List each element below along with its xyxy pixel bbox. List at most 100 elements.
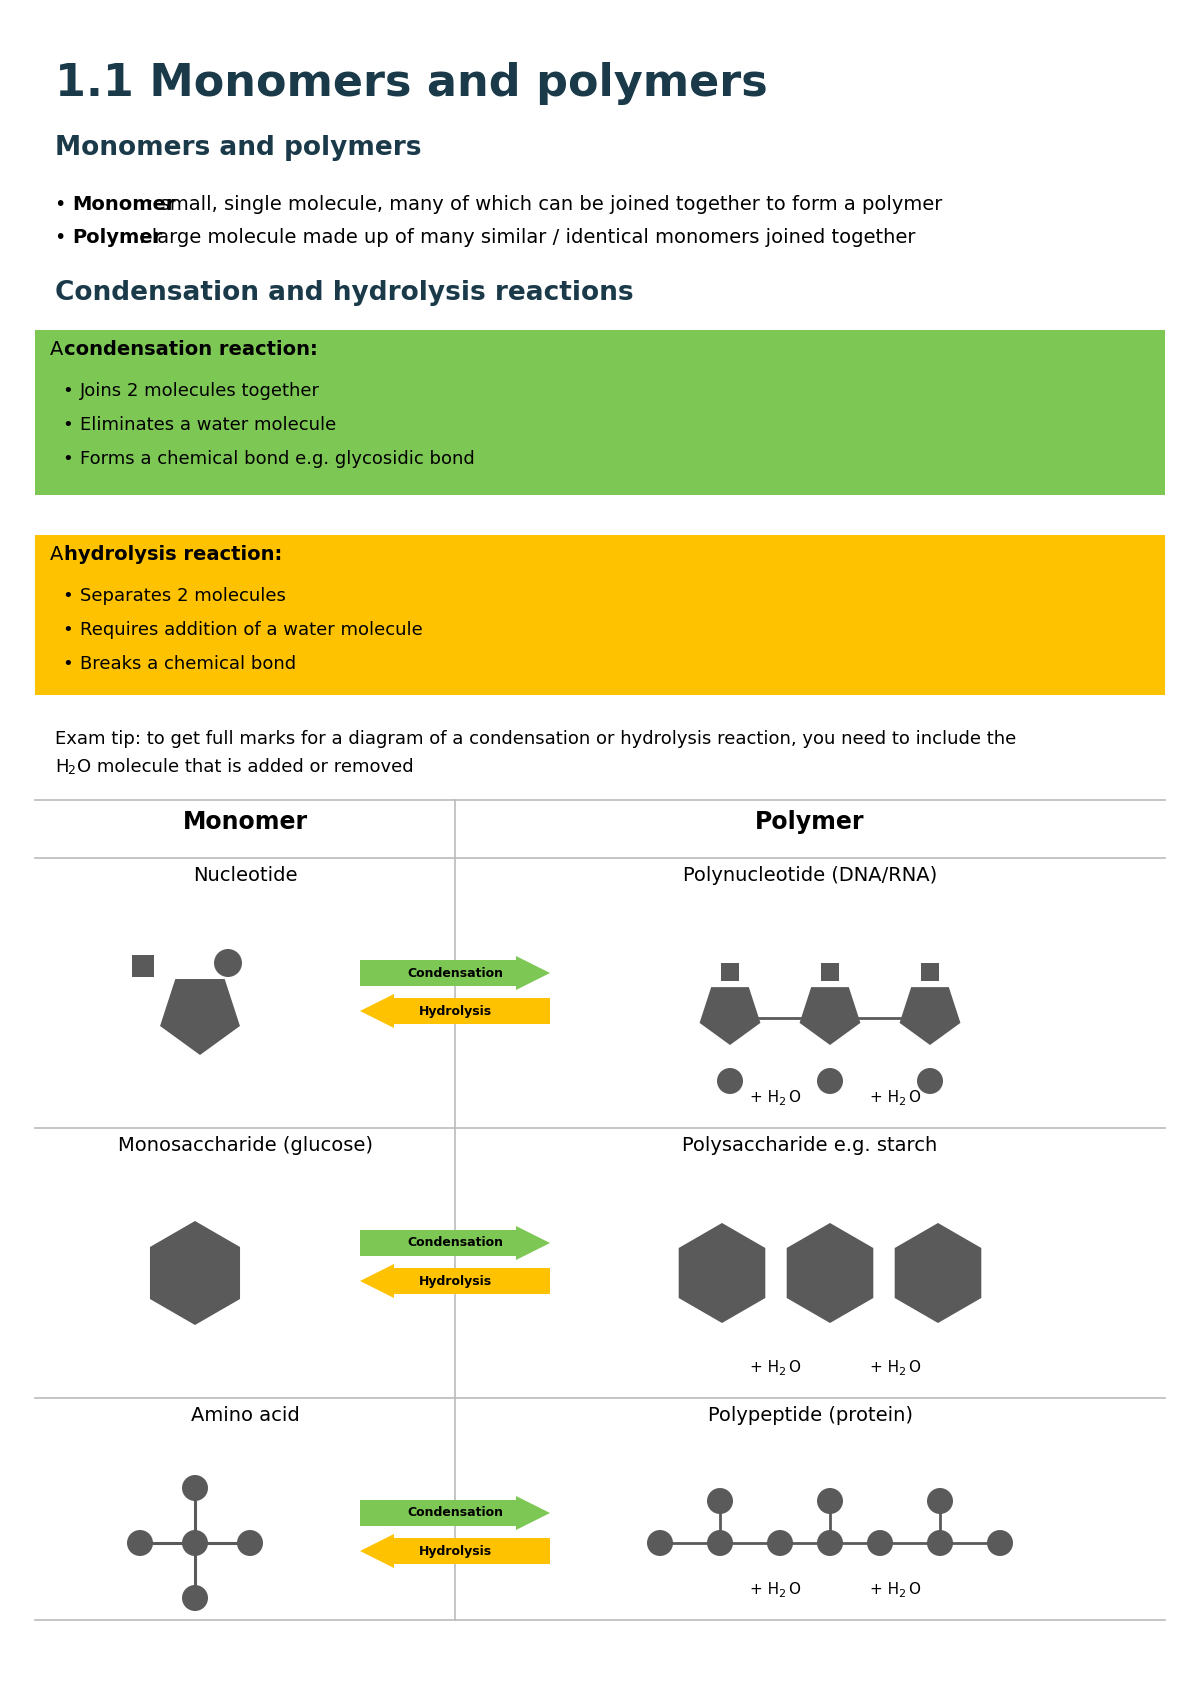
Text: •: • [62,655,73,672]
Text: A: A [50,340,70,358]
Text: •: • [62,382,73,401]
Text: O molecule that is added or removed: O molecule that is added or removed [77,757,414,776]
Bar [35,535,1165,694]
Text: •: • [62,416,73,435]
Text: A: A [50,545,70,564]
Text: •: • [62,588,73,604]
Bar [922,963,940,981]
Text: + H: + H [870,1360,899,1375]
Polygon shape [700,987,761,1044]
Circle shape [238,1530,263,1555]
Circle shape [707,1487,733,1515]
Circle shape [986,1530,1013,1555]
Bar [821,963,839,981]
Text: Nucleotide: Nucleotide [193,866,298,885]
Text: •: • [62,621,73,638]
Text: 2: 2 [898,1589,905,1600]
Text: 1.1 Monomers and polymers: 1.1 Monomers and polymers [55,63,768,105]
Text: Polymer: Polymer [72,228,162,246]
Text: Separates 2 molecules: Separates 2 molecules [80,588,286,604]
Text: 2: 2 [778,1367,785,1377]
Polygon shape [160,980,240,1054]
Polygon shape [150,1221,240,1324]
Text: 2: 2 [898,1367,905,1377]
Text: •: • [54,195,65,214]
Text: H: H [55,757,68,776]
Text: •: • [54,228,65,246]
Text: •: • [62,450,73,469]
Circle shape [866,1530,893,1555]
Circle shape [718,1068,743,1094]
Bar [132,954,154,976]
Text: O: O [908,1360,920,1375]
Text: Joins 2 molecules together: Joins 2 molecules together [80,382,320,401]
Circle shape [214,949,242,976]
Circle shape [182,1530,208,1555]
Circle shape [127,1530,154,1555]
Text: O: O [788,1360,800,1375]
Text: + H: + H [870,1090,899,1105]
Circle shape [767,1530,793,1555]
FancyArrow shape [360,1263,550,1297]
Text: 2: 2 [898,1097,905,1107]
Text: condensation reaction:: condensation reaction: [64,340,318,358]
Text: Hydrolysis: Hydrolysis [419,1545,492,1557]
Text: Eliminates a water molecule: Eliminates a water molecule [80,416,336,435]
Circle shape [817,1530,842,1555]
Text: + H: + H [750,1583,779,1598]
Circle shape [817,1068,842,1094]
Circle shape [182,1584,208,1611]
Text: Polypeptide (protein): Polypeptide (protein) [708,1406,912,1425]
Text: O: O [908,1090,920,1105]
Text: Forms a chemical bond e.g. glycosidic bond: Forms a chemical bond e.g. glycosidic bo… [80,450,475,469]
Circle shape [928,1530,953,1555]
Text: O: O [788,1583,800,1598]
Circle shape [928,1487,953,1515]
Circle shape [707,1530,733,1555]
Circle shape [182,1476,208,1501]
Bar [35,329,1165,496]
Text: + H: + H [750,1360,779,1375]
Text: 2: 2 [778,1097,785,1107]
Text: Breaks a chemical bond: Breaks a chemical bond [80,655,296,672]
Text: Condensation: Condensation [407,1236,503,1250]
FancyArrow shape [360,1226,550,1260]
Text: O: O [908,1583,920,1598]
Circle shape [917,1068,943,1094]
Polygon shape [799,987,860,1044]
Text: Polymer: Polymer [755,810,865,834]
FancyArrow shape [360,1533,550,1567]
Text: Monomers and polymers: Monomers and polymers [55,136,421,161]
Bar [721,963,739,981]
Text: 2: 2 [67,764,74,778]
FancyArrow shape [360,956,550,990]
Text: : small, single molecule, many of which can be joined together to form a polymer: : small, single molecule, many of which … [148,195,942,214]
Text: Requires addition of a water molecule: Requires addition of a water molecule [80,621,422,638]
Text: hydrolysis reaction:: hydrolysis reaction: [64,545,282,564]
Text: + H: + H [870,1583,899,1598]
Text: Polysaccharide e.g. starch: Polysaccharide e.g. starch [683,1136,937,1155]
Text: Monomer: Monomer [182,810,307,834]
Text: Monomer: Monomer [72,195,175,214]
Text: : large molecule made up of many similar / identical monomers joined together: : large molecule made up of many similar… [139,228,916,246]
Polygon shape [895,1223,982,1323]
Text: Hydrolysis: Hydrolysis [419,1005,492,1017]
Circle shape [647,1530,673,1555]
FancyArrow shape [360,993,550,1027]
Text: Monosaccharide (glucose): Monosaccharide (glucose) [118,1136,372,1155]
Text: Condensation: Condensation [407,1506,503,1520]
Text: Amino acid: Amino acid [191,1406,299,1425]
Text: Condensation and hydrolysis reactions: Condensation and hydrolysis reactions [55,280,634,306]
Text: Polynucleotide (DNA/RNA): Polynucleotide (DNA/RNA) [683,866,937,885]
Text: 2: 2 [778,1589,785,1600]
Text: Hydrolysis: Hydrolysis [419,1275,492,1287]
Circle shape [817,1487,842,1515]
Text: + H: + H [750,1090,779,1105]
FancyArrow shape [360,1496,550,1530]
Polygon shape [679,1223,766,1323]
Text: Exam tip: to get full marks for a diagram of a condensation or hydrolysis reacti: Exam tip: to get full marks for a diagra… [55,730,1016,749]
Polygon shape [787,1223,874,1323]
Polygon shape [900,987,960,1044]
Text: Condensation: Condensation [407,966,503,980]
Text: O: O [788,1090,800,1105]
